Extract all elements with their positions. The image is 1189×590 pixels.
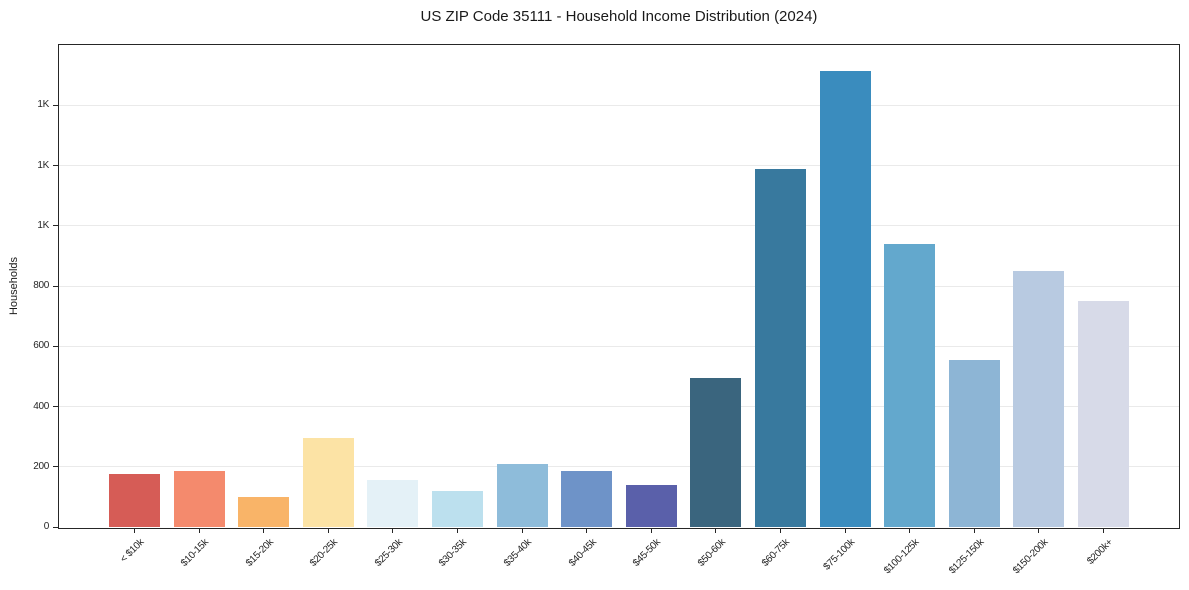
bar-20-25k <box>302 438 354 527</box>
x-tick-mark <box>909 528 911 533</box>
gridline <box>59 466 1179 468</box>
y-tick-label: 1K <box>37 219 49 231</box>
bar-150-200k <box>1013 270 1065 527</box>
bar-125-150k <box>948 359 1000 527</box>
gridline <box>59 165 1179 166</box>
x-tick-mark <box>973 528 975 533</box>
bar-45-50k <box>625 484 677 527</box>
y-tick-label: 0 <box>43 521 50 532</box>
x-tick-mark <box>392 528 394 533</box>
x-tick-mark <box>650 528 652 533</box>
x-tick-mark <box>327 528 329 533</box>
bar-40-45k <box>561 471 613 527</box>
y-tick-mark <box>53 165 58 166</box>
x-tick-mark <box>780 528 781 533</box>
bar-15-20k <box>238 496 290 527</box>
gridline <box>59 345 1179 347</box>
y-tick-label: 400 <box>33 400 49 412</box>
bar-30-35k <box>432 490 483 527</box>
x-tick-mark <box>844 528 846 533</box>
y-tick-mark <box>53 526 58 528</box>
bar-35-40k <box>496 463 548 527</box>
x-tick-mark <box>134 528 135 533</box>
gridline <box>59 104 1179 106</box>
bar-100-125k <box>884 243 936 527</box>
bar-10-15k <box>173 471 225 527</box>
y-tick-mark <box>53 406 58 407</box>
y-tick-mark <box>53 466 58 468</box>
y-tick-mark <box>53 104 58 106</box>
bar-50-60k <box>690 377 742 527</box>
y-tick-mark <box>53 225 58 227</box>
x-tick-mark <box>586 528 588 533</box>
bar-200k <box>1078 301 1129 527</box>
x-tick-mark <box>1103 528 1104 533</box>
y-tick-label: 600 <box>33 340 49 352</box>
x-tick-mark <box>1038 528 1040 533</box>
x-tick-mark <box>457 528 458 533</box>
gridline <box>59 225 1179 227</box>
y-tick-mark <box>53 345 58 347</box>
chart-title: US ZIP Code 35111 - Household Income Dis… <box>420 8 818 25</box>
x-tick-mark <box>263 528 265 533</box>
bar-60-75k <box>755 168 806 527</box>
bar-75-100k <box>819 70 871 527</box>
y-tick-label: 800 <box>33 280 49 291</box>
y-tick-label: 1K <box>37 99 49 111</box>
x-tick-mark <box>198 528 200 533</box>
bar-10k <box>109 474 160 527</box>
y-tick-label: 1K <box>37 159 49 171</box>
gridline <box>59 285 1179 287</box>
gridline <box>59 406 1179 407</box>
x-tick-mark <box>715 528 717 533</box>
bar-25-30k <box>367 480 419 527</box>
plot-area <box>58 44 1180 529</box>
x-tick-mark <box>521 528 523 533</box>
y-tick-mark <box>53 285 58 287</box>
y-tick-label: 200 <box>33 460 49 472</box>
